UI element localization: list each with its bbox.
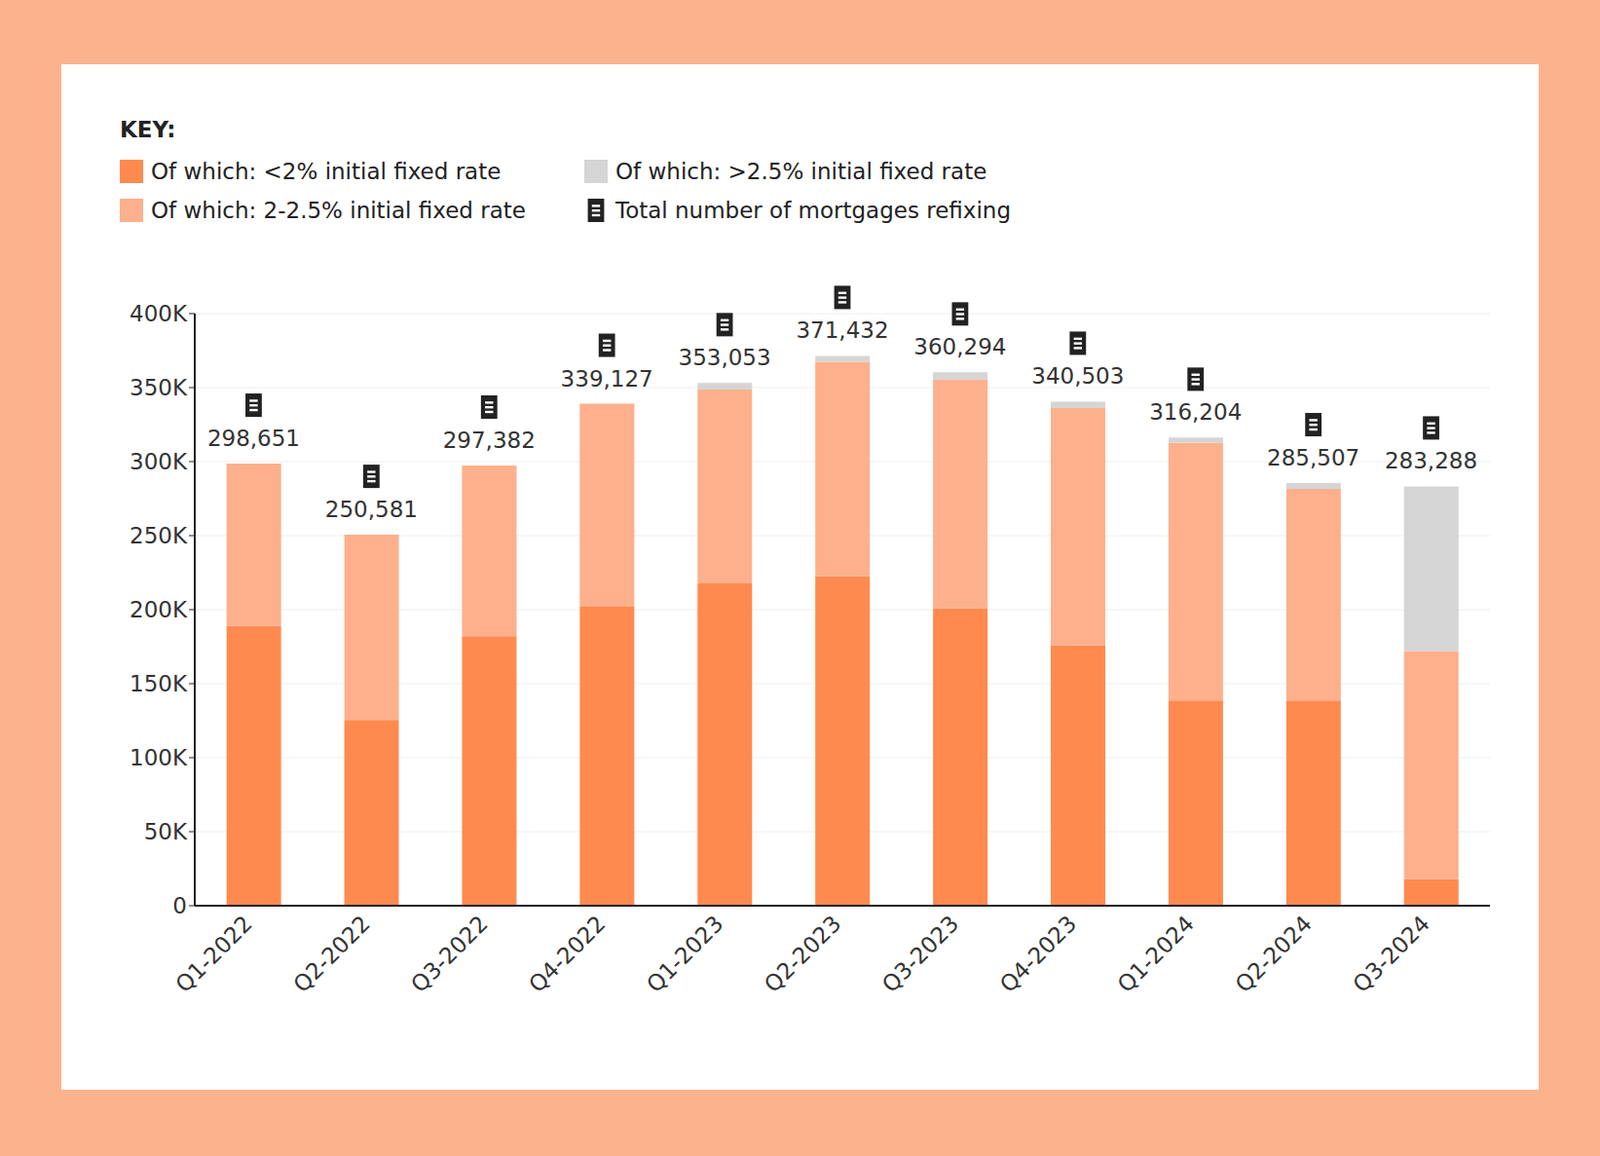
svg-text:340,503: 340,503 <box>1031 363 1124 389</box>
html-text:Of which: 2-2.5% initial fixed: Of which: 2-2.5% initial fixed rate <box>150 197 526 224</box>
svg-text:Q1-2022: Q1-2022 <box>170 910 258 998</box>
html-text:Of which: <2% initial fixed ra: Of which: <2% initial fixed rate <box>150 158 501 185</box>
svg-text:300K: 300K <box>129 448 188 475</box>
svg-text:285,507: 285,507 <box>1266 445 1360 471</box>
svg-text:Q2-2023: Q2-2023 <box>759 910 847 998</box>
svg-text:Q3-2023: Q3-2023 <box>877 910 965 998</box>
svg-text:Q2-2022: Q2-2022 <box>288 910 375 998</box>
svg-text:Q4-2023: Q4-2023 <box>995 910 1082 998</box>
svg-text:Q3-2024: Q3-2024 <box>1347 910 1435 998</box>
svg-text:100K: 100K <box>129 744 188 771</box>
svg-text:297,382: 297,382 <box>443 427 536 453</box>
svg-text:Q4-2022: Q4-2022 <box>523 910 611 998</box>
svg-text:316,204: 316,204 <box>1149 399 1242 425</box>
svg-text:150K: 150K <box>129 670 188 697</box>
html-text:Of which: >2.5% initial fixed: Of which: >2.5% initial fixed rate <box>615 158 987 185</box>
svg-text:0: 0 <box>172 893 187 919</box>
svg-text:360,294: 360,294 <box>913 334 1006 360</box>
svg-text:400K: 400K <box>129 300 188 327</box>
html-text:KEY:: KEY: <box>119 116 176 143</box>
svg-text:Q1-2024: Q1-2024 <box>1112 910 1199 998</box>
svg-text:283,288: 283,288 <box>1384 447 1478 474</box>
svg-text:250K: 250K <box>129 522 188 549</box>
svg-text:250,581: 250,581 <box>325 496 418 522</box>
html-text:Total number of mortgages refi: Total number of mortgages refixing <box>615 197 1011 224</box>
svg-text:353,053: 353,053 <box>678 344 772 371</box>
svg-text:339,127: 339,127 <box>560 366 654 392</box>
svg-text:Q3-2022: Q3-2022 <box>406 910 493 998</box>
svg-text:371,432: 371,432 <box>795 317 889 343</box>
svg-text:50K: 50K <box>144 818 188 845</box>
svg-text:Q2-2024: Q2-2024 <box>1229 910 1317 998</box>
svg-text:Q1-2023: Q1-2023 <box>641 910 729 998</box>
svg-text:350K: 350K <box>129 374 188 401</box>
svg-text:298,651: 298,651 <box>207 425 300 451</box>
svg-text:200K: 200K <box>129 596 188 623</box>
